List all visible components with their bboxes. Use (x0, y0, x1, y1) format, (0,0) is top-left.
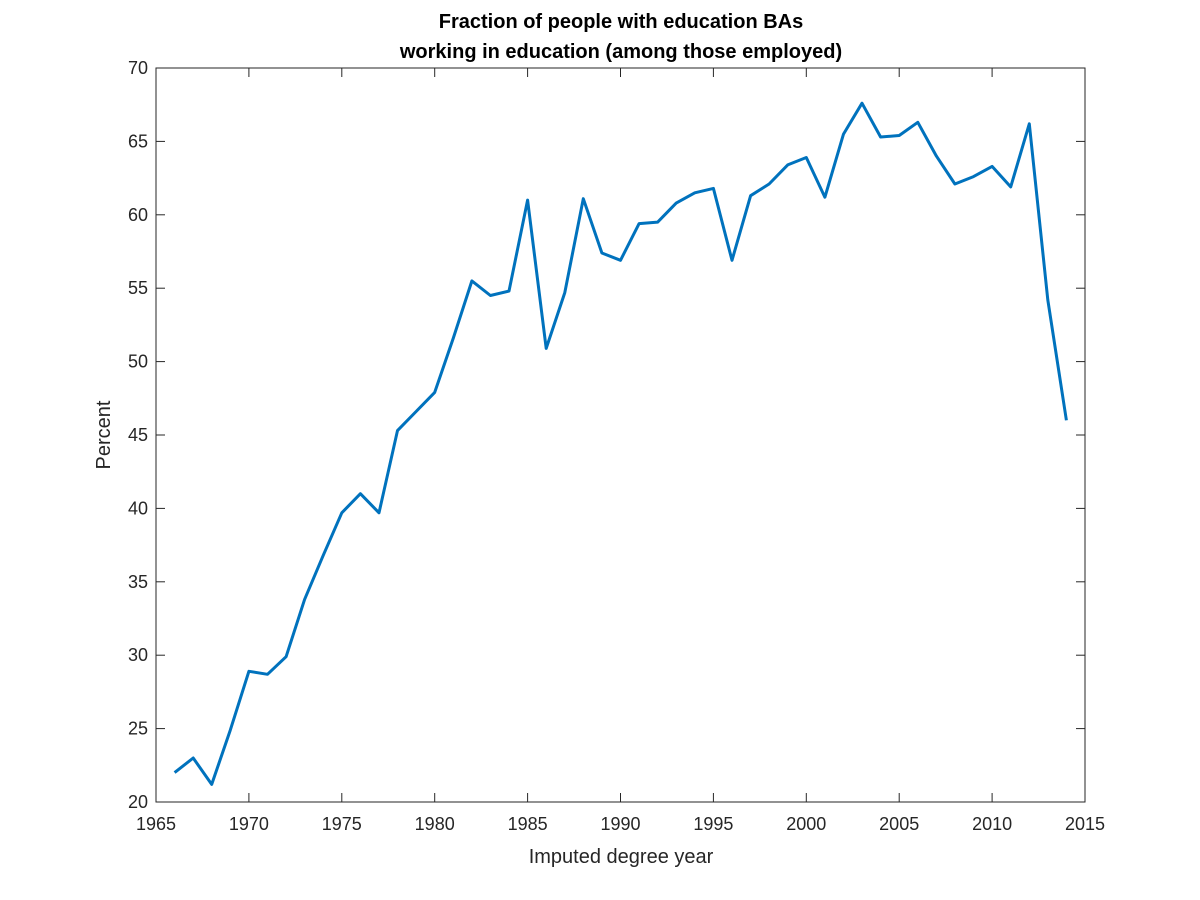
y-tick-label: 35 (128, 572, 148, 592)
y-tick-label: 55 (128, 278, 148, 298)
x-tick-label: 2005 (879, 814, 919, 834)
y-tick-label: 30 (128, 645, 148, 665)
x-tick-label: 1995 (693, 814, 733, 834)
chart-title-line-1: Fraction of people with education BAs (439, 11, 803, 33)
plot-area-frame (155, 67, 1086, 803)
series-line (173, 101, 1068, 786)
chart-title-line-2: working in education (among those employ… (399, 41, 842, 63)
x-tick-label: 1985 (508, 814, 548, 834)
y-tick-label: 70 (128, 58, 148, 78)
y-tick-label: 50 (128, 352, 148, 372)
x-axis-label: Imputed degree year (529, 846, 714, 868)
y-tick-label: 45 (128, 425, 148, 445)
x-tick-label: 2000 (786, 814, 826, 834)
y-tick-label: 60 (128, 205, 148, 225)
y-tick-label: 40 (128, 498, 148, 518)
x-tick-label: 1970 (229, 814, 269, 834)
x-tick-label: 2010 (972, 814, 1012, 834)
y-tick-label: 25 (128, 719, 148, 739)
y-axis-label: Percent (93, 400, 115, 469)
y-axis: 20 25 30 35 40 45 50 55 60 65 70 (128, 58, 1085, 812)
x-tick-label: 1975 (322, 814, 362, 834)
x-tick-label: 1965 (136, 814, 176, 834)
x-tick-label: 1990 (600, 814, 640, 834)
x-axis: 1965 1970 1975 1980 1985 1990 1995 2000 2005 2010… (136, 68, 1105, 834)
y-tick-label: 20 (128, 792, 148, 812)
x-tick-label: 2015 (1065, 814, 1105, 834)
x-tick-label: 1980 (415, 814, 455, 834)
y-tick-label: 65 (128, 131, 148, 151)
